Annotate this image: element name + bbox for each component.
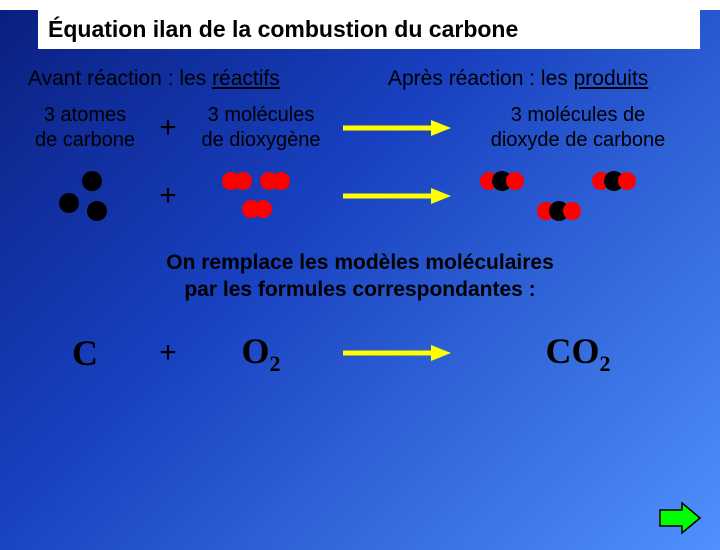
arrow-right-icon [656, 500, 702, 536]
formula-c-text: C [72, 333, 98, 373]
before-label: Avant réaction : les réactifs [28, 67, 388, 91]
term-c-line2: dioxyde de carbone [456, 128, 700, 153]
term-c-line1: 3 molécules de [456, 103, 700, 128]
plus-text-3: + [150, 336, 186, 370]
o2-cluster [186, 167, 336, 225]
formula-co2: CO2 [456, 330, 700, 377]
explanation-text: On remplace les modèles moléculaires par… [80, 249, 640, 304]
co2-cluster [456, 167, 700, 225]
explain-line1: On remplace les modèles moléculaires [80, 249, 640, 276]
formula-o2-sub: 2 [270, 351, 281, 376]
page-title: Équation ilan de la combustion du carbon… [38, 10, 700, 49]
plus-text-1: + [150, 111, 186, 145]
term-dioxygen: 3 molécules de dioxygène [186, 103, 336, 153]
formula-o2: O2 [186, 330, 336, 377]
term-b-line2: de dioxygène [186, 128, 336, 153]
carbon-atoms-cluster [20, 167, 150, 225]
arrow-2 [336, 186, 456, 206]
after-label: Après réaction : les produits [388, 67, 692, 91]
before-text: Avant réaction : les [28, 67, 212, 90]
formula-co2-sub: 2 [600, 351, 611, 376]
formula-co2-base: CO [546, 331, 600, 371]
formula-o2-base: O [241, 331, 269, 371]
arrow-1 [336, 118, 456, 138]
term-carbon-atoms: 3 atomes de carbone [20, 103, 150, 153]
word-equation-row: 3 atomes de carbone + 3 molécules de dio… [20, 103, 700, 153]
reaction-phase-labels: Avant réaction : les réactifs Après réac… [28, 67, 692, 91]
formula-equation-row: C + O2 CO2 [20, 330, 700, 377]
term-b-line1: 3 molécules [186, 103, 336, 128]
arrow-3 [336, 343, 456, 363]
formula-c: C [20, 332, 150, 374]
before-underlined: réactifs [212, 67, 280, 90]
term-a-line1: 3 atomes [20, 103, 150, 128]
molecule-model-row: + [20, 167, 700, 225]
plus-text-2: + [150, 179, 186, 213]
after-text: Après réaction : les [388, 67, 574, 90]
next-button[interactable] [656, 500, 702, 536]
term-co2: 3 molécules de dioxyde de carbone [456, 103, 700, 153]
term-a-line2: de carbone [20, 128, 150, 153]
after-underlined: produits [574, 67, 649, 90]
explain-line2: par les formules correspondantes : [80, 276, 640, 303]
